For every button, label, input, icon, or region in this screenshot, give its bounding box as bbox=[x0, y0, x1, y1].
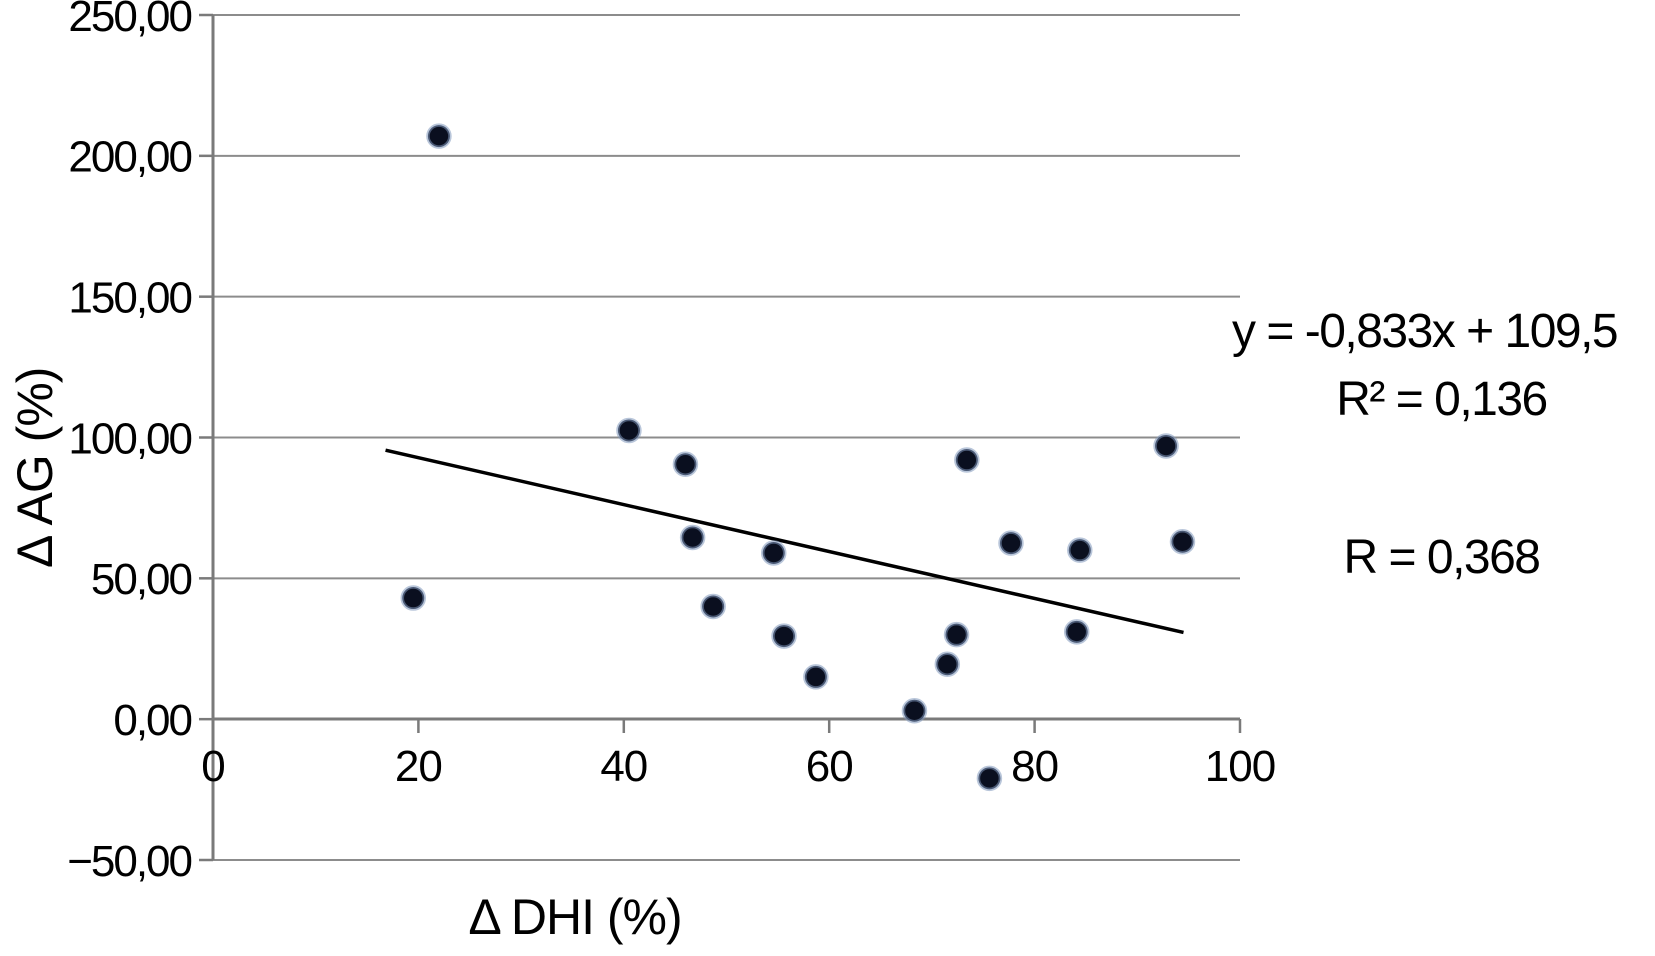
x-tick-label: 0 bbox=[201, 742, 224, 791]
y-tick-label: 200,00 bbox=[68, 133, 191, 182]
data-point bbox=[1067, 537, 1093, 563]
x-axis-title: Δ DHI (%) bbox=[468, 889, 682, 945]
data-point bbox=[976, 765, 1003, 792]
trendline-equation: y = -0,833x + 109,5 bbox=[1232, 305, 1619, 358]
x-tick-label: 60 bbox=[806, 742, 853, 791]
data-point bbox=[771, 623, 797, 649]
r-value: R = 0,368 bbox=[1343, 531, 1541, 584]
y-tick-label: 50,00 bbox=[91, 555, 192, 604]
data-point bbox=[700, 593, 726, 620]
y-tick-label: 250,00 bbox=[68, 0, 191, 41]
data-point bbox=[616, 417, 642, 444]
data-point bbox=[400, 585, 427, 611]
data-point bbox=[998, 530, 1024, 556]
data-point bbox=[760, 540, 787, 566]
x-tick-label: 80 bbox=[1011, 742, 1058, 791]
y-tick-label: 0,00 bbox=[113, 696, 191, 745]
data-point bbox=[943, 621, 970, 648]
y-axis-title: Δ AG (%) bbox=[7, 367, 63, 568]
data-point bbox=[1153, 433, 1179, 459]
y-tick-label: 150,00 bbox=[68, 274, 191, 323]
data-point bbox=[672, 451, 699, 478]
x-tick-label: 40 bbox=[600, 742, 647, 791]
r-squared-value: R² = 0,136 bbox=[1336, 373, 1548, 426]
data-point bbox=[679, 524, 706, 551]
data-point bbox=[426, 123, 452, 149]
y-tick-label: −50,00 bbox=[67, 837, 191, 886]
data-point bbox=[803, 664, 829, 690]
trend-line bbox=[385, 448, 1184, 635]
x-tick-label: 100 bbox=[1205, 742, 1275, 791]
y-tick-label: 100,00 bbox=[68, 414, 191, 463]
data-point bbox=[954, 447, 980, 473]
data-point bbox=[934, 651, 961, 677]
data-point bbox=[901, 697, 928, 724]
data-point bbox=[1169, 528, 1196, 555]
data-point bbox=[1063, 619, 1090, 645]
x-tick-label: 20 bbox=[395, 742, 442, 791]
